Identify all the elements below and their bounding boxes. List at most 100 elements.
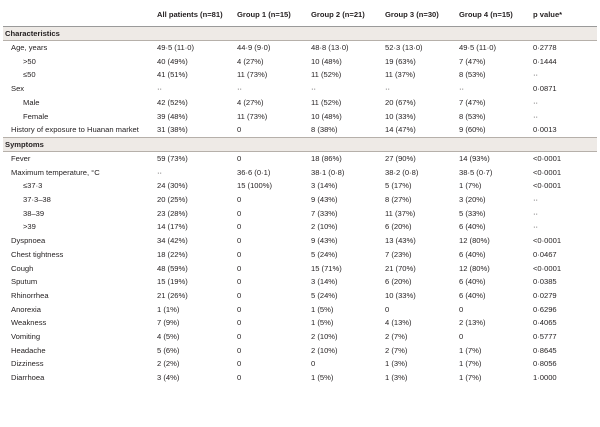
value-cell: 4 (13%) xyxy=(385,318,412,328)
table-row: 37·3–38 20 (25%) 0 9 (43%) 8 (27%) 3 (20%) ·· xyxy=(3,193,597,207)
value-cell: 4 (27%) xyxy=(237,56,264,66)
table-frame: All patients (n=81) Group 1 (n=15) Group… xyxy=(3,4,597,424)
value-cell: 13 (43%) xyxy=(385,236,416,246)
value-cell: 1 (1%) xyxy=(157,304,180,314)
value-cell: 14 (93%) xyxy=(459,153,490,163)
p-value-cell: ·· xyxy=(533,111,539,121)
value-cell: 0 xyxy=(237,290,242,300)
value-cell: 0 xyxy=(237,373,242,383)
value-cell: 10 (48%) xyxy=(311,111,342,121)
p-value-cell: ·· xyxy=(533,222,539,232)
value-cell: 0 xyxy=(237,277,242,287)
p-value-cell: 0·1444 xyxy=(533,56,557,66)
value-cell: 48 (59%) xyxy=(157,263,188,273)
value-cell: 20 (67%) xyxy=(385,97,416,107)
value-cell: 7 (47%) xyxy=(459,97,486,107)
header-cell-group-4: Group 4 (n=15) xyxy=(457,4,531,27)
value-cell: 11 (37%) xyxy=(385,70,416,80)
header-cell-all-patients: All patients (n=81) xyxy=(155,4,235,27)
value-cell: 15 (71%) xyxy=(311,263,342,273)
table-row: History of exposure to Huanan market 31 (… xyxy=(3,123,597,137)
value-cell: 40 (49%) xyxy=(157,56,188,66)
row-label: Anorexia xyxy=(11,304,41,314)
value-cell: 3 (14%) xyxy=(311,277,338,287)
value-cell: 1 (7%) xyxy=(459,181,482,191)
header-cell-group-3: Group 3 (n=30) xyxy=(383,4,457,27)
row-label: Sex xyxy=(11,84,25,94)
value-cell: 0 xyxy=(237,222,242,232)
value-cell: 3 (4%) xyxy=(157,373,180,383)
value-cell: 14 (47%) xyxy=(385,125,416,135)
value-cell: 38·1 (0·8) xyxy=(311,167,345,177)
value-cell: 34 (42%) xyxy=(157,236,188,246)
value-cell: 49·5 (11·0) xyxy=(459,43,497,52)
value-cell: 2 (7%) xyxy=(385,345,408,355)
value-cell: 0 xyxy=(237,263,242,273)
row-label: 37·3–38 xyxy=(23,195,51,205)
value-cell: 5 (6%) xyxy=(157,345,180,355)
value-cell: 11 (37%) xyxy=(385,208,416,218)
p-value-cell: 0·4065 xyxy=(533,318,557,328)
value-cell: ·· xyxy=(237,84,243,94)
value-cell: 0 xyxy=(237,249,242,259)
table-row: Anorexia 1 (1%) 0 1 (5%) 0 0 0·6296 xyxy=(3,303,597,317)
table-row: >39 14 (17%) 0 2 (10%) 6 (20%) 6 (40%) ·· xyxy=(3,220,597,234)
table-row: >50 40 (49%) 4 (27%) 10 (48%) 19 (63%) 7 (47%… xyxy=(3,55,597,69)
value-cell: 6 (20%) xyxy=(385,222,412,232)
value-cell: 24 (30%) xyxy=(157,181,188,191)
p-value-cell: 0·8056 xyxy=(533,359,557,369)
value-cell: 12 (80%) xyxy=(459,236,490,246)
p-value-cell: 0·6296 xyxy=(533,304,557,314)
p-value-cell: <0·0001 xyxy=(533,153,562,163)
value-cell: ·· xyxy=(157,167,163,177)
value-cell: 9 (60%) xyxy=(459,125,486,135)
value-cell: 2 (10%) xyxy=(311,222,338,232)
value-cell: 3 (14%) xyxy=(311,181,338,191)
row-label: >50 xyxy=(23,56,36,66)
value-cell: 19 (63%) xyxy=(385,56,416,66)
value-cell: 0 xyxy=(237,359,242,369)
value-cell: ·· xyxy=(157,84,163,94)
value-cell: 7 (33%) xyxy=(311,208,338,218)
value-cell: 4 (27%) xyxy=(237,97,264,107)
section-header-row: Symptoms xyxy=(3,136,597,152)
value-cell: 0 xyxy=(385,304,390,314)
row-label: Fever xyxy=(11,153,31,163)
row-label: Dizziness xyxy=(11,359,44,369)
header-cell-label xyxy=(3,4,155,27)
table-row: Dizziness 2 (2%) 0 0 1 (3%) 1 (7%) 0·8056 xyxy=(3,357,597,371)
table-row: Male 42 (52%) 4 (27%) 11 (52%) 20 (67%) 7 (47… xyxy=(3,96,597,110)
value-cell: 1 (5%) xyxy=(311,304,334,314)
value-cell: ·· xyxy=(311,84,317,94)
value-cell: 2 (10%) xyxy=(311,332,338,342)
value-cell: 6 (40%) xyxy=(459,249,486,259)
value-cell: 0 xyxy=(237,318,242,328)
value-cell: 18 (86%) xyxy=(311,153,342,163)
value-cell: 2 (13%) xyxy=(459,318,486,328)
row-label: Diarrhoea xyxy=(11,373,45,383)
value-cell: 1 (7%) xyxy=(459,359,482,369)
value-cell: 10 (33%) xyxy=(385,111,416,121)
p-value-cell: ·· xyxy=(533,195,539,205)
p-value-cell: <0·0001 xyxy=(533,181,562,191)
table-row: Fever 59 (73%) 0 18 (86%) 27 (90%) 14 (93%) <0… xyxy=(3,151,597,165)
table-row: Age, years 49·5 (11·0) 44·9 (9·0) 48·8 (13·… xyxy=(3,41,597,55)
header-cell-group-1: Group 1 (n=15) xyxy=(235,4,309,27)
value-cell: 1 (5%) xyxy=(311,318,334,328)
value-cell: 1 (5%) xyxy=(311,373,334,383)
value-cell: 7 (47%) xyxy=(459,56,486,66)
value-cell: 1 (3%) xyxy=(385,359,408,369)
value-cell: 0 xyxy=(237,332,242,342)
section-header-row: Characteristics xyxy=(3,26,597,41)
value-cell: 39 (48%) xyxy=(157,111,188,121)
row-label: Sputum xyxy=(11,277,38,287)
value-cell: 9 (43%) xyxy=(311,236,338,246)
value-cell: 2 (2%) xyxy=(157,359,180,369)
row-label: Vomiting xyxy=(11,332,41,342)
header-row: All patients (n=81) Group 1 (n=15) Group… xyxy=(3,4,597,27)
value-cell: 10 (33%) xyxy=(385,290,416,300)
table-row: Vomiting 4 (5%) 0 2 (10%) 2 (7%) 0 0·5777 xyxy=(3,330,597,344)
p-value-cell: <0·0001 xyxy=(533,263,562,273)
value-cell: 15 (19%) xyxy=(157,277,188,287)
value-cell: 1 (3%) xyxy=(385,373,408,383)
